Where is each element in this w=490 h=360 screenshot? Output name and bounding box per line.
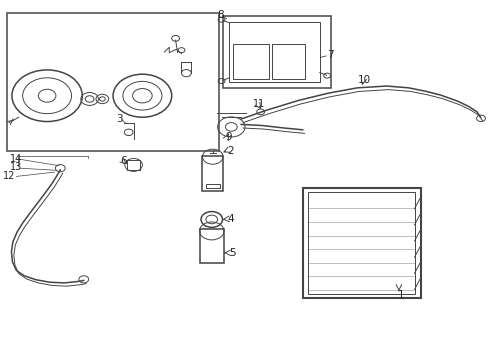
Text: 3: 3 bbox=[116, 114, 122, 124]
Text: 2: 2 bbox=[227, 145, 234, 156]
Text: 4: 4 bbox=[228, 214, 235, 224]
Text: 1: 1 bbox=[397, 291, 404, 301]
Text: 13: 13 bbox=[9, 162, 22, 172]
Bar bbox=[202, 156, 223, 191]
Bar bbox=[127, 160, 141, 170]
Text: 12: 12 bbox=[3, 171, 16, 181]
Text: 14: 14 bbox=[9, 154, 22, 164]
Text: 8: 8 bbox=[218, 10, 224, 20]
Text: 11: 11 bbox=[253, 99, 265, 109]
Bar bbox=[6, 13, 219, 150]
Text: 7: 7 bbox=[327, 50, 334, 60]
Bar bbox=[303, 188, 421, 298]
Bar bbox=[199, 229, 224, 263]
Bar bbox=[223, 16, 331, 88]
Bar bbox=[206, 184, 220, 188]
Bar bbox=[308, 192, 415, 294]
Text: 6: 6 bbox=[121, 156, 127, 166]
Text: 5: 5 bbox=[229, 248, 236, 258]
Text: 10: 10 bbox=[357, 75, 370, 85]
Bar bbox=[229, 22, 320, 82]
Bar bbox=[233, 44, 270, 79]
Bar bbox=[272, 44, 305, 79]
Text: 9: 9 bbox=[225, 132, 232, 142]
